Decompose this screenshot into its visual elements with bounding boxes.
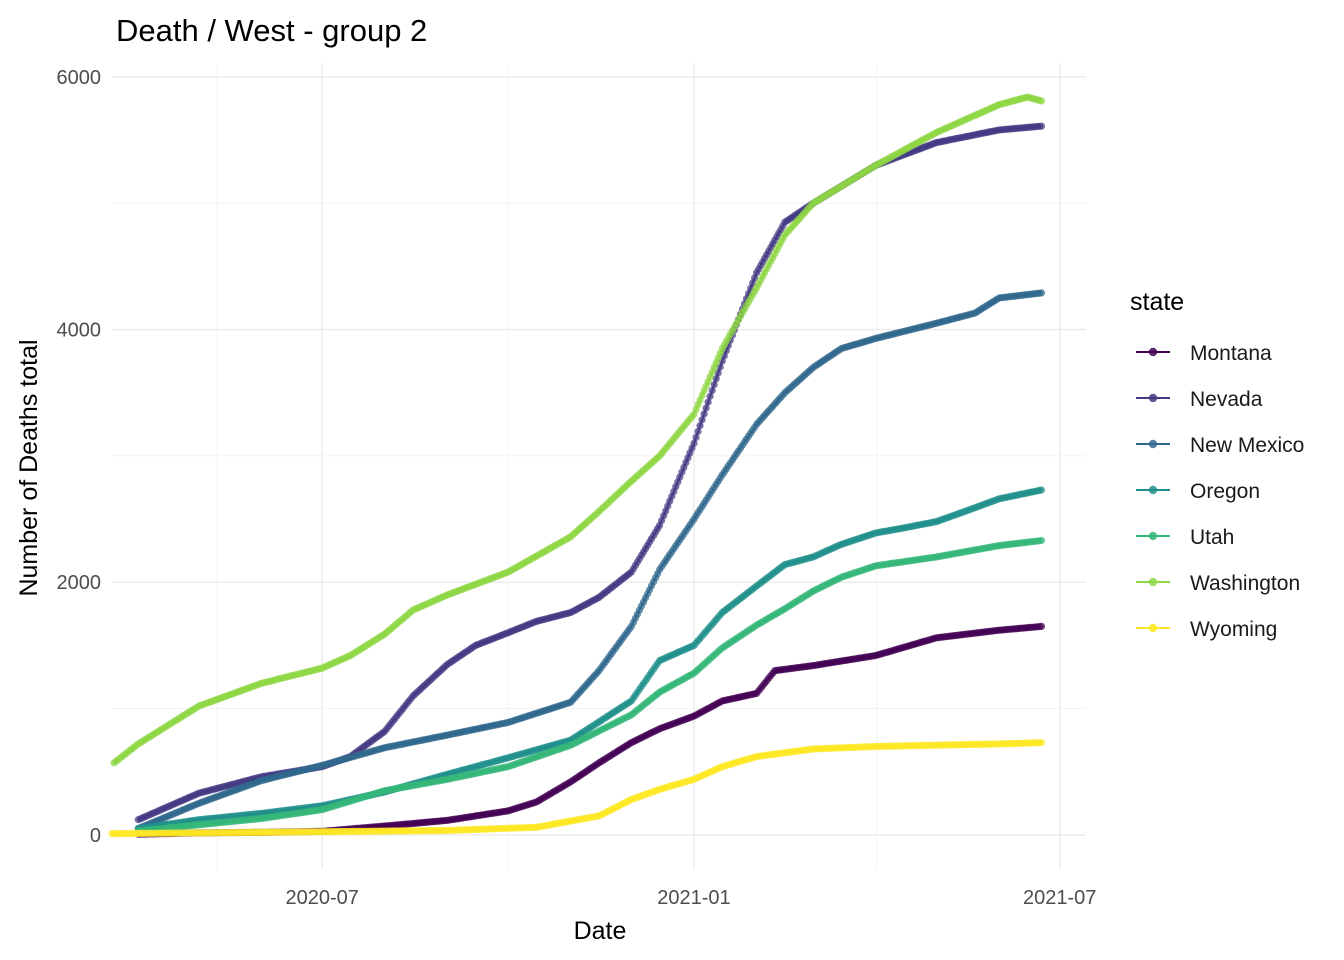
legend: state Montana Nevada New Mexico Oregon Utah W…: [1130, 288, 1304, 641]
data-point: [1037, 486, 1046, 494]
legend-key-point: [1148, 531, 1158, 541]
data-point: [712, 375, 720, 383]
y-tick-label: 4000: [57, 320, 102, 342]
data-point: [710, 381, 718, 389]
data-point: [702, 404, 710, 412]
series-points-utah: [134, 536, 1046, 835]
y-tick-label: 0: [90, 825, 101, 847]
legend-key-point: [1148, 623, 1158, 633]
series-points-washington: [110, 93, 1046, 767]
legend-item-new-mexico: New Mexico: [1136, 434, 1304, 457]
data-point: [692, 433, 700, 441]
legend-label: New Mexico: [1190, 434, 1304, 457]
data-point: [706, 392, 714, 400]
data-point: [698, 416, 706, 424]
data-point: [714, 369, 722, 377]
legend-label: Washington: [1190, 572, 1300, 595]
series-points: [108, 93, 1046, 838]
legend-key-point: [1148, 577, 1158, 587]
legend-label: Wyoming: [1190, 618, 1277, 641]
data-point: [708, 386, 716, 395]
legend-item-oregon: Oregon: [1136, 480, 1260, 503]
legend-key-point: [1148, 439, 1158, 449]
legend-item-washington: Washington: [1136, 572, 1300, 595]
x-tick-label: 2021-07: [1023, 887, 1096, 909]
legend-key-point: [1148, 347, 1158, 357]
data-point: [704, 398, 712, 406]
chart-title: Death / West - group 2: [116, 13, 427, 48]
y-tick-label: 2000: [57, 572, 102, 594]
legend-key-point: [1148, 393, 1158, 403]
x-tick-label: 2021-01: [657, 887, 730, 909]
data-point: [694, 427, 702, 436]
data-point: [1037, 122, 1046, 130]
x-axis-title: Date: [574, 917, 627, 945]
x-tick-label: 2020-07: [285, 887, 358, 909]
data-point: [1037, 536, 1046, 545]
series-points-wyoming: [108, 739, 1046, 838]
data-point: [1037, 289, 1046, 297]
legend-item-utah: Utah: [1136, 526, 1234, 549]
series-line-washington: [113, 95, 1042, 764]
legend-title: state: [1130, 288, 1184, 316]
legend-item-montana: Montana: [1136, 342, 1272, 365]
legend-item-nevada: Nevada: [1136, 388, 1263, 411]
y-axis-title: Number of Deaths total: [15, 339, 43, 596]
data-point: [696, 422, 704, 430]
y-axis-ticks: 0 2000 4000 6000: [57, 67, 102, 847]
data-point: [1037, 739, 1046, 747]
data-point: [1037, 97, 1046, 105]
x-axis-ticks: 2020-07 2021-01 2021-07: [285, 887, 1096, 909]
legend-label: Oregon: [1190, 480, 1260, 503]
legend-item-wyoming: Wyoming: [1136, 618, 1277, 641]
legend-label: Utah: [1190, 526, 1234, 549]
y-tick-label: 6000: [57, 67, 102, 89]
data-point: [1037, 622, 1046, 631]
data-point: [700, 410, 708, 418]
plot-grid: [112, 63, 1086, 869]
legend-label: Nevada: [1190, 388, 1263, 411]
series-line-nevada: [137, 125, 1042, 821]
legend-key-point: [1148, 485, 1158, 495]
series-lines: [111, 95, 1042, 836]
series-points-nevada: [134, 122, 1046, 824]
data-point: [690, 439, 698, 447]
series-points-new-mexico: [134, 289, 1046, 833]
legend-label: Montana: [1190, 342, 1272, 365]
